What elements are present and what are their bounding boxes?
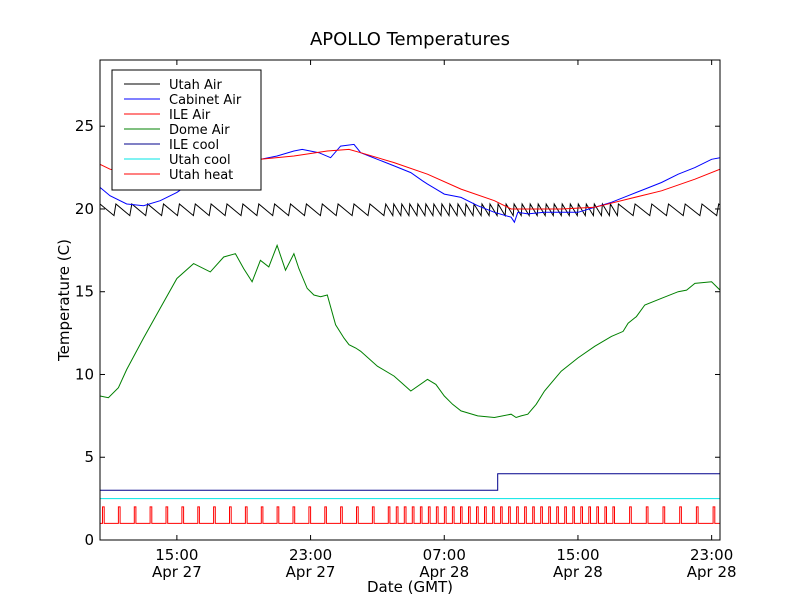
x-tick-time-label: 15:00 xyxy=(556,546,599,564)
x-tick-time-label: 15:00 xyxy=(155,546,198,564)
y-tick-label: 15 xyxy=(75,283,94,301)
legend-label-dome-air: Dome Air xyxy=(169,123,230,138)
chart-title: APOLLO Temperatures xyxy=(310,29,510,50)
y-axis-title: Temperature (C) xyxy=(55,239,73,362)
series-line-ile-cool xyxy=(100,473,720,491)
x-tick-time-label: 23:00 xyxy=(690,546,733,564)
y-tick-label: 20 xyxy=(75,200,94,218)
x-tick-date-label: Apr 28 xyxy=(553,563,603,581)
legend-label-utah-heat: Utah heat xyxy=(169,168,233,183)
plot-frame xyxy=(99,59,721,541)
x-axis-title: Date (GMT) xyxy=(367,578,453,596)
x-tick-date-label: Apr 28 xyxy=(419,563,469,581)
x-tick-time-label: 23:00 xyxy=(289,546,332,564)
y-tick-label: 10 xyxy=(75,365,94,383)
x-tick-date-label: Apr 27 xyxy=(152,563,202,581)
legend-label-utah-cool: Utah cool xyxy=(169,153,231,168)
y-tick-label: 0 xyxy=(84,531,94,549)
y-tick-label: 25 xyxy=(75,117,94,135)
x-tick-date-label: Apr 27 xyxy=(286,563,336,581)
series-line-utah-heat xyxy=(100,506,720,524)
legend-label-cabinet-air: Cabinet Air xyxy=(169,93,242,108)
series-line-dome-air xyxy=(100,243,720,419)
legend-label-ile-cool: ILE cool xyxy=(169,138,219,153)
series-layer xyxy=(100,143,720,524)
legend-label-utah-air: Utah Air xyxy=(169,78,222,93)
series-line-utah-air xyxy=(100,202,720,218)
legend-label-ile-air: ILE Air xyxy=(169,108,211,123)
y-tick-label: 5 xyxy=(84,448,94,466)
x-tick-date-label: Apr 28 xyxy=(687,563,737,581)
legend-frame xyxy=(111,69,262,191)
x-tick-time-label: 07:00 xyxy=(423,546,466,564)
